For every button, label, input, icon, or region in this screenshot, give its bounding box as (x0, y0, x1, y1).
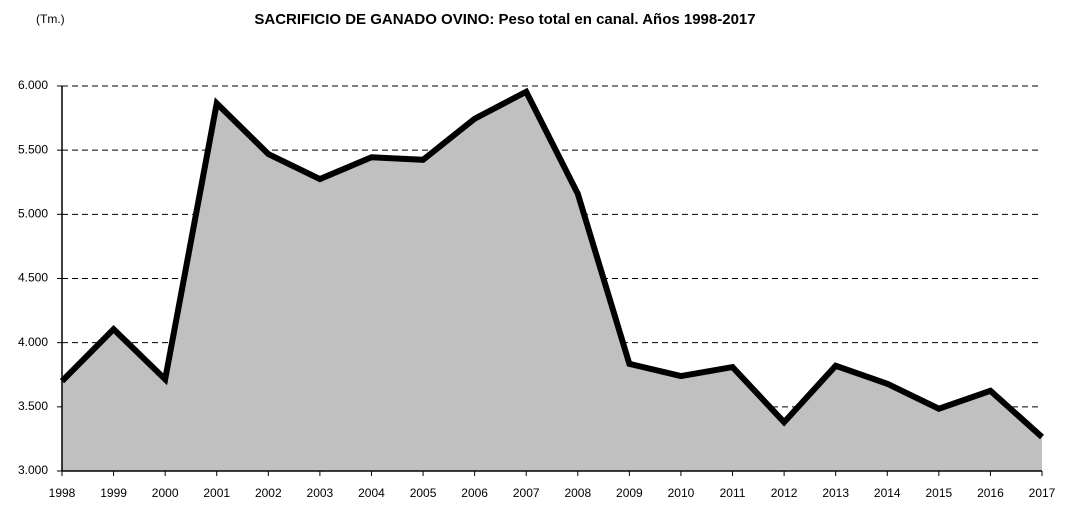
area (62, 91, 1042, 472)
x-tick-label: 2007 (513, 486, 540, 500)
x-tick-label: 2011 (720, 486, 746, 500)
x-tick-label: 2000 (152, 486, 179, 500)
x-tick-label: 2014 (874, 486, 901, 500)
y-tick-label: 5.500 (18, 142, 48, 156)
x-tick-label: 2015 (925, 486, 952, 500)
y-tick-label: 5.000 (18, 207, 48, 221)
x-tick-label: 2013 (822, 486, 849, 500)
x-tick-label: 2006 (461, 486, 488, 500)
x-tick-label: 2002 (255, 486, 282, 500)
x-tick-label: 2001 (203, 486, 230, 500)
y-tick-label: 3.500 (18, 399, 48, 413)
x-tick-label: 2008 (564, 486, 591, 500)
x-tick-label: 2004 (358, 486, 385, 500)
x-tick-label: 2016 (977, 486, 1004, 500)
x-tick-label: 1999 (100, 486, 127, 500)
x-tick-label: 2017 (1029, 486, 1056, 500)
y-tick-label: 6.000 (18, 78, 48, 92)
x-tick-label: 2003 (307, 486, 334, 500)
x-tick-label: 2005 (410, 486, 437, 500)
x-tick-label: 1998 (49, 486, 76, 500)
x-tick-label: 2012 (771, 486, 798, 500)
x-tick-label: 2009 (616, 486, 643, 500)
line (59, 87, 1045, 440)
y-unit-label: (Tm.) (36, 12, 65, 26)
y-tick-label: 3.000 (18, 463, 48, 477)
x-tick-label: 2010 (668, 486, 695, 500)
y-tick-label: 4.000 (18, 335, 48, 349)
chart-title: SACRIFICIO DE GANADO OVINO: Peso total e… (254, 11, 755, 28)
y-tick-label: 4.500 (18, 271, 48, 285)
